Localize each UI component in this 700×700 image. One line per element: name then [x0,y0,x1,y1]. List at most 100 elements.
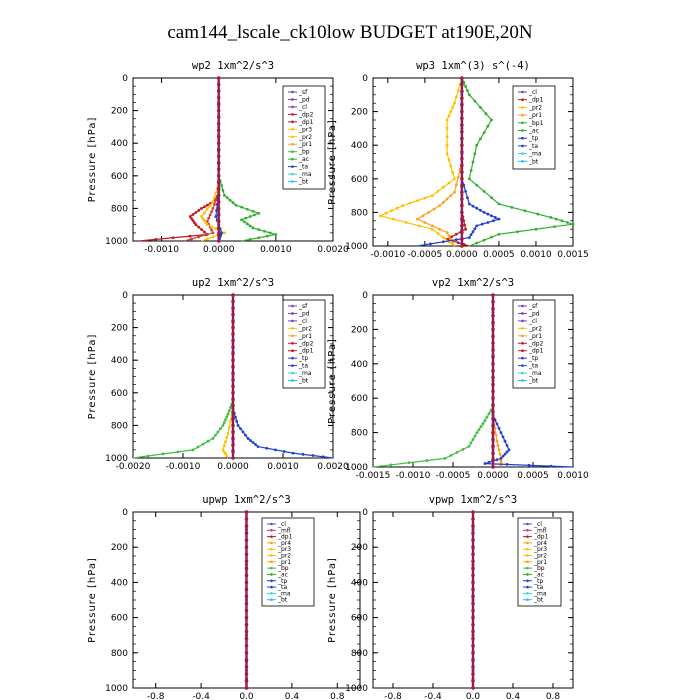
x-tick-label: -0.0010 [396,471,431,481]
zero-profile-marker [460,163,464,168]
zero-profile-marker [460,244,464,248]
zero-profile-marker [216,76,221,80]
zero-profile-marker [460,143,464,147]
legend-marker [291,356,294,360]
series-point [498,452,502,456]
legend-marker [291,157,294,161]
zero-profile-marker [471,545,475,549]
zero-profile-marker [244,643,249,648]
y-tick-label: 600 [111,614,128,624]
zero-profile-marker [471,679,475,683]
zero-profile-marker [216,187,221,191]
legend-marker [521,304,524,308]
series-point [475,224,479,228]
y-tick-label: 200 [111,107,128,117]
legend-entry: _cl [533,521,542,528]
zero-profile-marker [460,237,464,242]
series-point [248,215,252,218]
y-tick-label: 1000 [345,684,368,694]
zero-profile-marker [216,219,221,224]
legend-entry: _pd [528,310,540,317]
series-point [479,425,483,428]
series-point [228,198,232,202]
zero-profile-marker [491,417,495,421]
series-point [214,215,218,218]
series-point [482,211,486,214]
legend-entry: _ac [533,571,544,578]
x-tick-label: 0.4 [506,692,521,700]
series-point [274,233,278,236]
series-point [193,221,196,225]
series-point [441,236,445,240]
x-tick-label: 0.0000 [477,471,509,481]
series-point [475,241,479,245]
x-tick-label: -0.0010 [370,250,405,260]
series-point [204,233,208,237]
series-point [245,222,249,226]
legend-marker [291,120,294,124]
zero-profile-marker [231,456,235,460]
zero-profile-marker [471,686,475,690]
legend-marker [526,554,529,557]
y-axis-label: Pressure [hPa] [87,557,98,643]
legend-marker [291,327,294,330]
series-point [571,222,575,226]
series-point [321,455,325,459]
series-point [416,217,419,221]
series-point [257,211,261,215]
series-point [482,131,486,135]
legend-entry: _bt [298,179,309,186]
zero-profile-marker [460,183,464,188]
series-point [211,235,215,239]
zero-profile-marker [491,465,495,469]
zero-profile-marker [491,423,495,428]
y-tick-label: 600 [111,389,128,399]
series-point [200,215,203,218]
series-point [390,209,393,213]
series-point [487,412,491,416]
series-point [203,219,206,223]
legend-entry: _ma [298,171,312,178]
legend-marker [521,129,524,132]
legend-marker [270,541,273,545]
legend-marker [291,98,294,101]
series-point [291,451,295,455]
zero-profile-marker [244,559,249,564]
legend-marker [270,592,273,595]
x-tick-label: -0.4 [192,692,210,700]
series-point [523,209,527,213]
series-point [311,454,315,457]
x-tick-label: 0.0015 [557,250,589,260]
series-point [554,217,558,221]
legend-entry: _pr2 [298,134,312,141]
y-tick-label: 0 [122,74,128,84]
zero-profile-marker [231,449,235,454]
series-point [451,106,455,109]
series-point [205,237,209,241]
x-tick-label: 0.0 [466,692,481,700]
legend-entry: _dp2 [528,340,544,347]
legend-box [282,85,326,190]
legend-entry: _tp [533,578,543,585]
series-point [445,126,449,130]
chart-title: wp2 1xm^2/s^3 [192,60,274,72]
series-point [425,459,429,462]
series-point [453,177,456,181]
legend-marker [291,128,294,131]
legend-marker [270,560,273,564]
legend-entry: _bp [298,149,310,156]
series-point [501,435,505,439]
legend-entry: _pr1 [528,333,542,340]
series-point [480,222,484,226]
zero-profile-marker [471,608,475,613]
legend-marker [291,90,294,94]
series-point [467,177,471,181]
y-tick-label: 800 [111,649,128,659]
x-tick-label: -0.0010 [166,462,201,472]
series-point [188,215,192,218]
legend-entry: _sf [298,89,308,96]
zero-profile-marker [231,319,235,323]
series-point [471,204,475,208]
y-tick-label: 200 [351,325,368,335]
zero-profile-marker [460,136,464,141]
